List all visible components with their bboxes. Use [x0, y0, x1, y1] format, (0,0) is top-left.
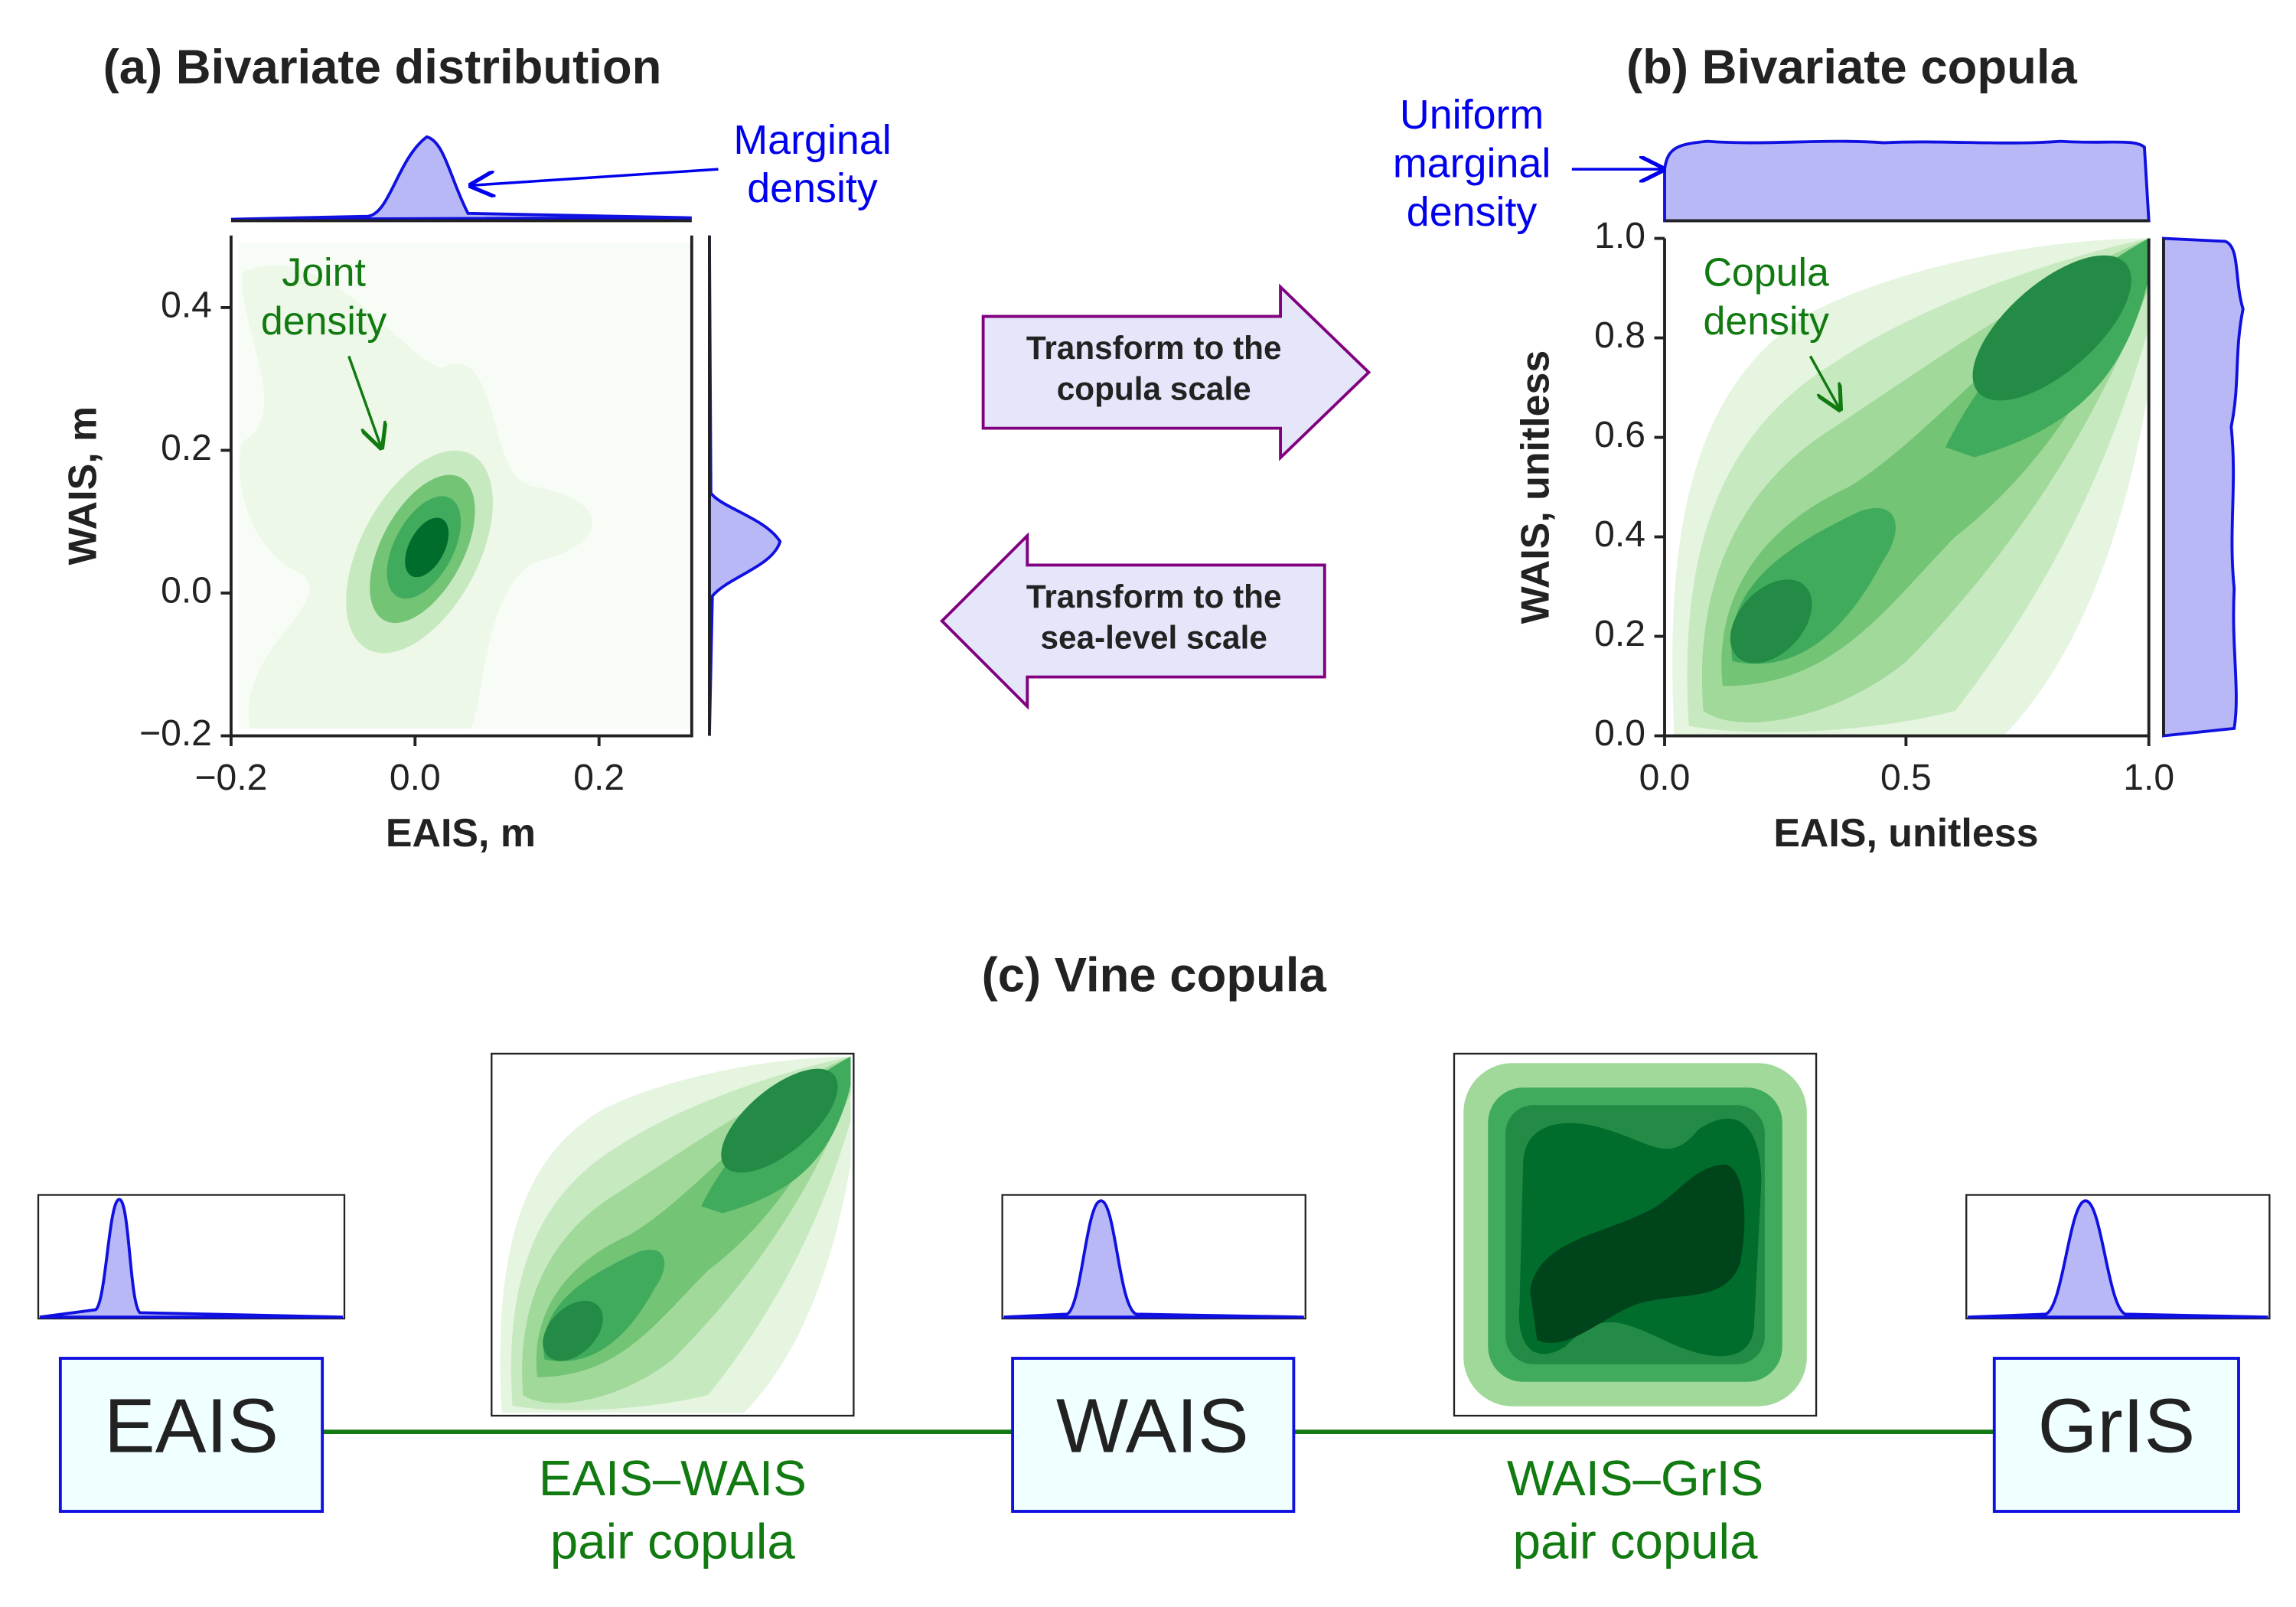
y-tick-label: 0.2 — [1594, 613, 1645, 654]
annotation-arrow — [1808, 355, 1839, 409]
y-axis-label: WAIS, m — [60, 406, 105, 566]
node-label: EAIS — [104, 1384, 279, 1469]
annotation: density — [747, 165, 878, 211]
pair-copula-contours — [1463, 1063, 1807, 1407]
arrow-label: copula scale — [1057, 371, 1251, 407]
pair-copula-label: pair copula — [550, 1513, 795, 1569]
annotation: marginal — [1393, 141, 1551, 187]
x-tick-label: 0.0 — [390, 757, 441, 798]
marginal-density — [1663, 139, 2151, 223]
x-tick-label: 0.0 — [1639, 757, 1691, 798]
y-tick-label: 0.6 — [1594, 414, 1645, 455]
y-tick-label: 0.4 — [161, 285, 212, 326]
transform-arrow — [981, 283, 1371, 461]
frame — [1001, 1194, 1306, 1320]
x-ticks: 0.0 0.5 1.0 — [1639, 735, 2174, 798]
annotation-arrow — [347, 355, 381, 447]
marginal-density — [708, 235, 782, 736]
marginal-thumbnail — [1965, 1194, 2271, 1320]
marginal-density — [1968, 1199, 2268, 1319]
marginal-density — [2162, 236, 2245, 738]
annotation: density — [1407, 189, 1538, 235]
pair-copula-label: pair copula — [1513, 1513, 1758, 1569]
y-tick-label: 0.2 — [161, 427, 212, 468]
panel-title: (c) Vine copula — [982, 949, 1327, 1002]
annotation: Uniform — [1400, 92, 1544, 138]
y-axis-label: WAIS, unitless — [1513, 350, 1557, 624]
node-box — [58, 1357, 325, 1513]
annotation: density — [1703, 299, 1829, 344]
annotation: Joint — [282, 250, 366, 295]
marginal-density — [39, 1198, 344, 1319]
y-tick-label: −0.2 — [139, 712, 212, 754]
y-tick-label: 1.0 — [1594, 215, 1645, 256]
node-box — [1992, 1357, 2240, 1513]
y-tick-label: 0.8 — [1594, 315, 1645, 356]
x-tick-label: 0.5 — [1880, 757, 1932, 798]
axes — [230, 235, 693, 738]
annotation: Marginal — [733, 117, 891, 163]
pair-copula-label: EAIS–WAIS — [539, 1450, 807, 1506]
frame — [37, 1194, 346, 1320]
y-ticks: 0.0 0.2 0.4 0.6 0.8 1.0 — [1594, 215, 1665, 754]
contour — [405, 517, 449, 578]
y-tick-label: 0.4 — [1594, 513, 1645, 555]
annotation: density — [261, 299, 387, 344]
node-label: WAIS — [1056, 1384, 1249, 1469]
x-tick-label: 0.2 — [573, 757, 625, 798]
x-ticks: −0.2 0.0 0.2 — [194, 735, 625, 798]
marginal-density — [1003, 1199, 1304, 1319]
y-tick-label: 0.0 — [161, 570, 212, 611]
annotation-arrow — [471, 168, 719, 185]
arrow-label: Transform to the — [1026, 579, 1282, 614]
x-tick-label: 1.0 — [2123, 757, 2174, 798]
panel-title: (b) Bivariate copula — [1626, 41, 2078, 94]
x-tick-label: −0.2 — [194, 757, 267, 798]
y-ticks: −0.2 0.0 0.2 0.4 — [139, 285, 231, 754]
arrow-label: sea-level scale — [1041, 620, 1267, 656]
x-axis-label: EAIS, m — [386, 811, 536, 856]
y-tick-label: 0.0 — [1594, 712, 1645, 754]
transform-arrow — [940, 532, 1326, 710]
x-axis-label: EAIS, unitless — [1773, 811, 2038, 856]
frame — [1965, 1194, 2271, 1320]
panel-title: (a) Bivariate distribution — [103, 41, 662, 94]
marginal-density — [230, 135, 692, 221]
arrow-label: Transform to the — [1026, 330, 1282, 366]
pair-copula-label: WAIS–GrIS — [1507, 1450, 1763, 1506]
node-box — [1011, 1357, 1296, 1513]
marginal-thumbnail — [37, 1194, 346, 1320]
node-label: GrIS — [2038, 1384, 2196, 1469]
marginal-thumbnail — [1001, 1194, 1306, 1320]
annotation: Copula — [1703, 250, 1829, 295]
